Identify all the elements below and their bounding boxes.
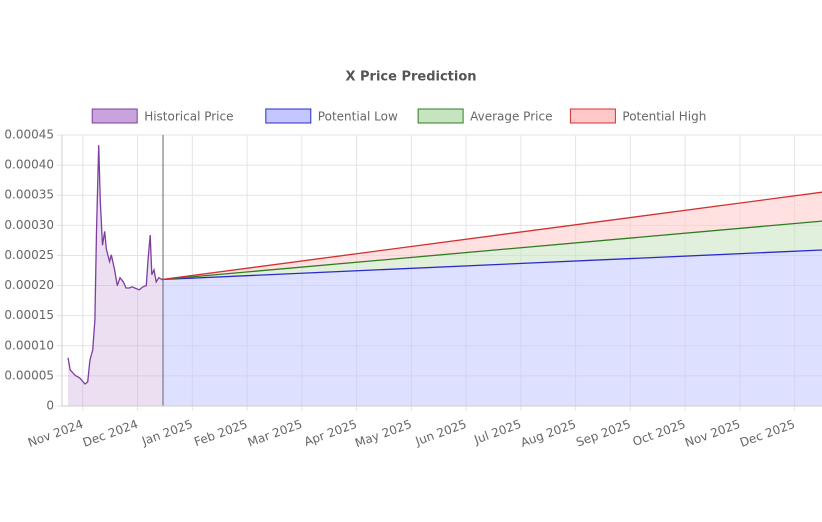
x-tick-label: Mar 2025	[246, 417, 304, 450]
legend-label: Historical Price	[144, 110, 233, 124]
legend-swatch	[91, 108, 138, 124]
x-tick-label: Oct 2025	[631, 417, 688, 449]
x-tick-label: Sep 2025	[574, 417, 632, 450]
x-tick-label: Jan 2025	[139, 417, 194, 449]
y-tick-label: 0.00010	[4, 338, 54, 352]
series-area	[68, 145, 162, 406]
legend: Historical Price Potential Low Average Pri…	[91, 108, 706, 124]
legend-swatch	[569, 108, 616, 124]
y-tick-label: 0.00015	[4, 308, 54, 322]
legend-label: Average Price	[470, 110, 552, 124]
y-tick-label: 0.00040	[4, 158, 54, 172]
x-tick-label: Dec 2024	[81, 417, 140, 450]
chart-title: X Price Prediction	[345, 70, 476, 85]
series-line	[161, 220, 822, 281]
areas	[68, 145, 822, 406]
x-tick-label: Dec 2025	[738, 417, 797, 450]
y-tick-label: 0.00045	[4, 128, 54, 142]
y-tick-label: 0.00020	[4, 278, 54, 292]
y-tick-label: 0.00035	[4, 188, 54, 202]
series-line	[161, 249, 822, 281]
series-line	[67, 145, 163, 385]
legend-label: Potential Low	[318, 110, 398, 124]
x-tick-label: Apr 2025	[302, 417, 359, 449]
y-tick-label: 0.00030	[4, 218, 54, 232]
y-tick-label: 0	[46, 399, 54, 413]
legend-swatch	[417, 108, 464, 124]
x-tick-label: Nov 2025	[683, 417, 742, 450]
x-tick-label: Nov 2024	[26, 417, 85, 450]
x-tick-label: Jul 2025	[471, 417, 523, 447]
x-tick-label: Feb 2025	[192, 417, 249, 449]
legend-label: Potential High	[622, 110, 706, 124]
lines	[67, 145, 822, 385]
series-line	[161, 191, 822, 281]
x-tick-label: May 2025	[353, 417, 413, 450]
x-tick-label: Jun 2025	[413, 417, 469, 449]
y-tick-label: 0.00025	[4, 248, 54, 262]
y-tick-label: 0.00005	[4, 368, 54, 382]
legend-swatch	[265, 108, 312, 124]
series-area	[161, 250, 822, 406]
x-tick-label: Aug 2025	[519, 417, 578, 450]
